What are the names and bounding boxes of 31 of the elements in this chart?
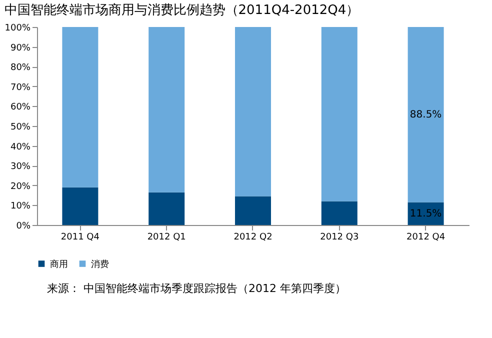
bar: [62, 187, 98, 225]
y-tick-label: 70%: [10, 82, 31, 93]
x-tick-label: 2012 Q4: [406, 232, 446, 242]
bar: [408, 27, 444, 202]
bar: [235, 27, 271, 196]
bar: [235, 196, 271, 225]
bar: [321, 27, 358, 202]
bar: [148, 192, 185, 225]
data-label: 11.5%: [410, 208, 442, 220]
y-tick-label: 30%: [10, 162, 31, 172]
y-tick-label: 10%: [10, 202, 31, 212]
source-note: 来源： 中国智能终端市场季度跟踪报告（2012 年第四季度）: [47, 282, 346, 295]
x-tick-label: 2012 Q2: [234, 232, 272, 242]
y-tick-label: 90%: [10, 43, 31, 54]
x-tick-label: 2012 Q1: [147, 232, 186, 242]
y-tick-label: 60%: [10, 102, 31, 113]
data-label: 88.5%: [410, 110, 442, 121]
y-tick-label: 40%: [10, 142, 31, 152]
bar: [148, 27, 185, 192]
y-tick-label: 0%: [16, 222, 31, 232]
x-tick-label: 2011 Q4: [60, 232, 100, 242]
chart-title: 中国智能终端市场商用与消费比例趋势（2011Q4-2012Q4）: [4, 3, 360, 18]
bar: [321, 201, 358, 225]
legend-label: 商用: [50, 258, 68, 270]
legend-label: 消费: [91, 258, 109, 270]
bar: [62, 27, 98, 188]
x-tick-label: 2012 Q3: [320, 232, 359, 242]
y-tick-label: 80%: [10, 63, 31, 74]
y-tick-label: 50%: [10, 122, 31, 132]
y-tick-label: 20%: [10, 182, 31, 192]
y-tick-label: 100%: [4, 24, 31, 34]
